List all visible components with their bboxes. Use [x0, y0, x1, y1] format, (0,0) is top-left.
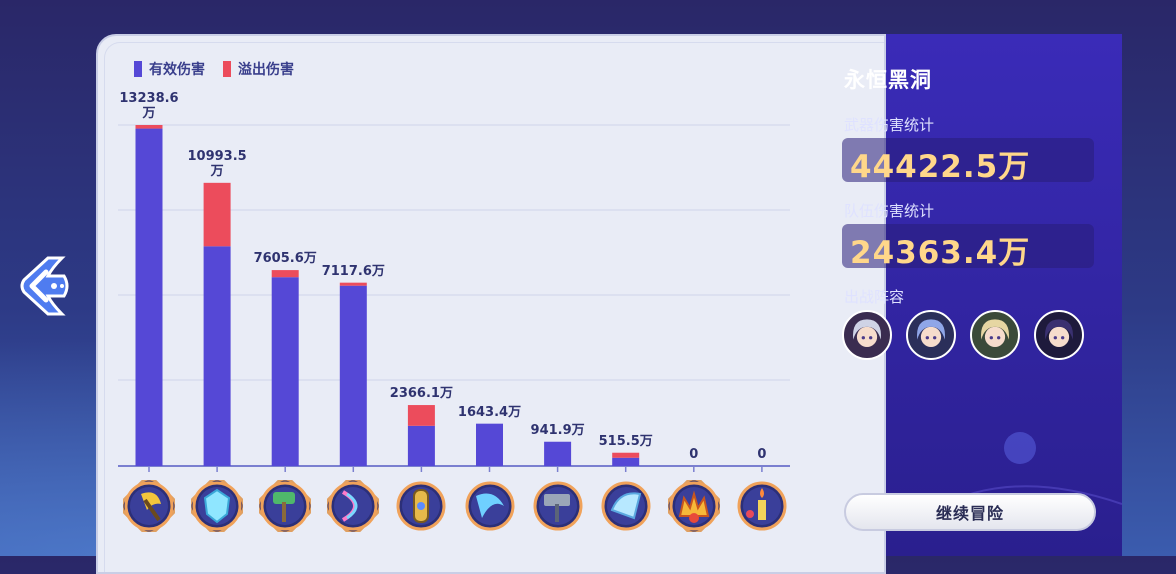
- bar-value-label-2: 10993.5 万: [187, 148, 247, 179]
- green-hammer-icon[interactable]: [259, 480, 312, 532]
- bar-value-label-9: 0: [689, 447, 699, 462]
- scythe-blade-icon[interactable]: [464, 480, 516, 532]
- bar-overflow-8: [612, 452, 640, 458]
- candle-icon[interactable]: [736, 480, 788, 532]
- chevron-left-icon: [29, 269, 49, 303]
- legend-overflow: 溢出伤害: [223, 59, 294, 79]
- war-hammer-icon[interactable]: [532, 480, 584, 532]
- bar-overflow-1: [135, 125, 163, 129]
- bar-effective-6: [476, 423, 503, 466]
- bar-value-label-8: 515.5万: [598, 433, 653, 449]
- damage-bar-chart: [118, 124, 790, 472]
- avatar-blonde-hair-icon[interactable]: [970, 310, 1020, 360]
- crystal-shield-icon[interactable]: [191, 480, 244, 532]
- weapon-damage-value: 44422.5万: [850, 149, 1031, 185]
- panel-title: 永恒黑洞: [844, 68, 932, 92]
- weapon-damage-label: 武器伤害统计: [844, 116, 935, 134]
- team-damage-value: 24363.4万: [850, 235, 1031, 271]
- legend-swatch-overflow: [223, 61, 231, 77]
- back-button[interactable]: [18, 256, 70, 316]
- bar-value-label-3: 7605.6万: [253, 251, 317, 267]
- continue-adventure-button[interactable]: 继续冒险: [844, 493, 1096, 531]
- lineup-avatars: [842, 310, 1084, 360]
- bar-value-label-1: 13238.6 万: [119, 91, 179, 121]
- bar-value-label-4: 7117.6万: [321, 263, 385, 279]
- bar-overflow-5: [407, 405, 435, 426]
- bar-value-label-10: 0: [757, 447, 767, 462]
- bar-effective-4: [339, 285, 367, 466]
- bar-overflow-4: [339, 282, 367, 286]
- golden-amulet-icon[interactable]: [395, 480, 447, 532]
- card-border-line: [104, 42, 884, 572]
- legend-label-effective: 有效伤害: [149, 62, 205, 78]
- golden-axe-icon[interactable]: [123, 480, 175, 532]
- avatar-silver-hair-icon[interactable]: [842, 310, 892, 360]
- bar-effective-5: [407, 425, 435, 466]
- ice-fan-icon[interactable]: [600, 480, 652, 532]
- bar-value-label-5: 2366.1万: [389, 386, 453, 402]
- lineup-label: 出战阵容: [844, 288, 905, 306]
- bar-effective-1: [135, 128, 163, 466]
- bar-effective-2: [203, 246, 231, 466]
- bar-overflow-3: [271, 270, 299, 278]
- avatar-blue-hair-icon[interactable]: [906, 310, 956, 360]
- bar-effective-3: [271, 277, 299, 466]
- bar-effective-8: [612, 457, 640, 466]
- legend-swatch-effective: [134, 61, 142, 77]
- bar-overflow-2: [203, 182, 231, 247]
- fire-crown-icon[interactable]: [667, 480, 720, 532]
- weapon-damage-box: [842, 138, 1094, 182]
- chart-legend: 有效伤害 溢出伤害: [134, 60, 294, 78]
- legend-effective: 有效伤害: [134, 59, 205, 79]
- team-damage-box: [842, 224, 1094, 268]
- bar-effective-7: [544, 441, 572, 466]
- rainbow-bow-icon[interactable]: [327, 480, 380, 532]
- team-damage-label: 队伍伤害统计: [844, 202, 935, 220]
- legend-label-overflow: 溢出伤害: [238, 62, 294, 78]
- bar-value-label-7: 941.9万: [530, 422, 585, 438]
- bar-value-label-6: 1643.4万: [457, 404, 522, 420]
- avatar-dark-hair-icon[interactable]: [1034, 310, 1084, 360]
